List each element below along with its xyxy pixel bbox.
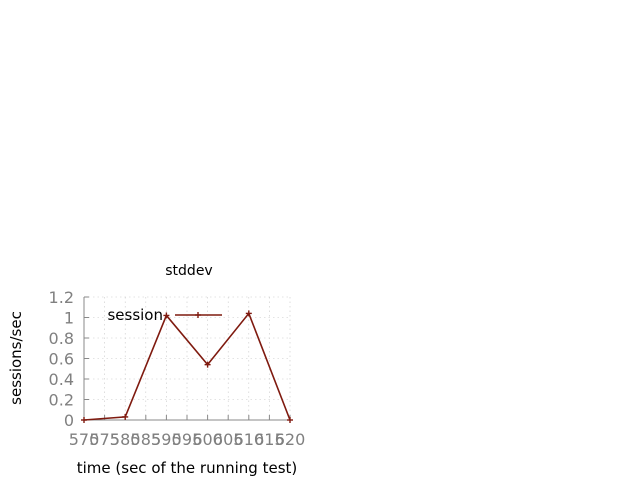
x-tick-label: 620 bbox=[275, 430, 306, 449]
x-tick-label: 585 bbox=[131, 430, 162, 449]
legend: session bbox=[107, 306, 222, 324]
data-point bbox=[81, 417, 87, 423]
x-tick-label: 615 bbox=[254, 430, 285, 449]
x-tick-label: 605 bbox=[213, 430, 244, 449]
y-axis-label: sessions/sec bbox=[7, 311, 25, 405]
x-tick-label: 610 bbox=[234, 430, 265, 449]
series-line-session bbox=[83, 311, 291, 421]
data-point bbox=[204, 361, 211, 368]
y-tick-label: 0 bbox=[64, 411, 74, 430]
y-tick-label: 0.6 bbox=[49, 350, 74, 369]
x-tick-label: 595 bbox=[172, 430, 203, 449]
x-tick-label: 570 bbox=[69, 430, 100, 449]
series-layer bbox=[81, 310, 293, 423]
data-point bbox=[122, 413, 129, 420]
data-point bbox=[287, 417, 293, 423]
x-tick-label: 575 bbox=[89, 430, 120, 449]
legend-marker-session bbox=[195, 312, 201, 318]
data-point bbox=[245, 310, 252, 317]
y-tick-label: 0.8 bbox=[49, 329, 74, 348]
legend-label-session: session bbox=[107, 306, 163, 324]
y-tick-label: 1 bbox=[64, 309, 74, 328]
chart-title: stddev bbox=[165, 263, 212, 279]
x-tick-label: 590 bbox=[151, 430, 182, 449]
y-tick-label: 0.4 bbox=[49, 370, 74, 389]
x-axis-label: time (sec of the running test) bbox=[77, 459, 298, 477]
x-tick-label: 600 bbox=[192, 430, 223, 449]
data-point bbox=[163, 312, 170, 319]
y-tick-label: 0.2 bbox=[49, 391, 74, 410]
x-tick-label: 580 bbox=[110, 430, 141, 449]
y-axis-ticks: 00.2 0.40.6 0.81 1.2 bbox=[49, 288, 89, 430]
y-tick-label: 1.2 bbox=[49, 288, 74, 307]
